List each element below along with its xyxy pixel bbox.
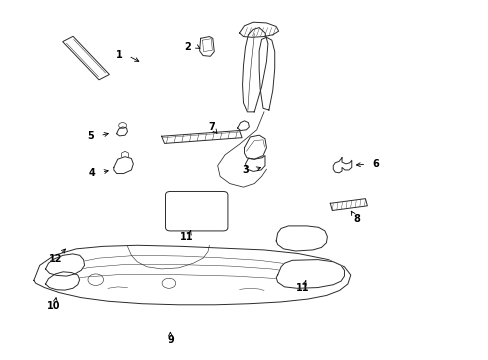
Polygon shape (199, 37, 214, 56)
Text: 10: 10 (46, 301, 60, 311)
Text: 9: 9 (167, 334, 173, 345)
Polygon shape (34, 245, 350, 305)
Polygon shape (117, 127, 127, 136)
Polygon shape (239, 22, 278, 37)
Polygon shape (242, 28, 267, 112)
Polygon shape (245, 156, 264, 171)
Polygon shape (259, 37, 274, 110)
Text: 3: 3 (242, 165, 249, 175)
Text: 8: 8 (352, 214, 359, 224)
FancyBboxPatch shape (165, 192, 227, 231)
Text: 5: 5 (87, 131, 94, 141)
Polygon shape (237, 121, 249, 131)
Polygon shape (330, 199, 366, 211)
Text: 11: 11 (180, 232, 193, 242)
Polygon shape (276, 226, 327, 251)
Polygon shape (244, 135, 266, 159)
Polygon shape (114, 157, 133, 174)
Text: 4: 4 (89, 168, 96, 178)
Text: 7: 7 (207, 122, 214, 132)
Polygon shape (45, 272, 80, 290)
Text: 1: 1 (116, 50, 122, 60)
Text: 11: 11 (296, 283, 309, 293)
Polygon shape (45, 254, 84, 276)
Polygon shape (276, 260, 344, 288)
Polygon shape (62, 36, 109, 80)
Text: 12: 12 (48, 254, 62, 264)
Text: 2: 2 (184, 42, 190, 51)
Polygon shape (161, 131, 242, 143)
Polygon shape (332, 158, 351, 173)
Text: 6: 6 (371, 159, 378, 169)
